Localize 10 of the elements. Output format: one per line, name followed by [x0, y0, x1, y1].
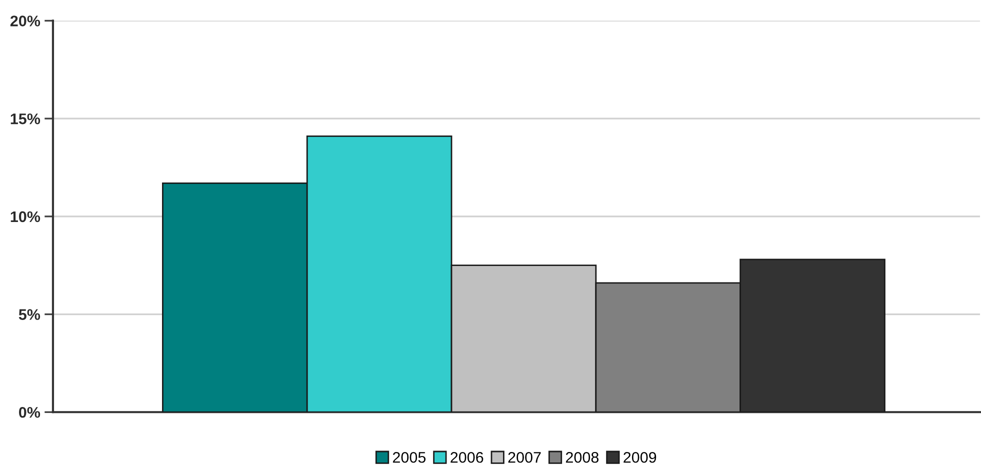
- y-tick-label: 15%: [10, 113, 40, 124]
- y-tick-label: 0%: [18, 406, 40, 418]
- legend-label: 2005: [392, 452, 426, 463]
- legend-label: 2006: [450, 452, 484, 463]
- y-tick-label: 10%: [10, 211, 40, 222]
- y-tick-label: 20%: [10, 16, 40, 26]
- legend-label: 2007: [508, 452, 541, 463]
- y-tick-label: 5%: [18, 309, 40, 320]
- legend-label: 2008: [566, 452, 599, 463]
- legend-label: 2009: [624, 452, 656, 463]
